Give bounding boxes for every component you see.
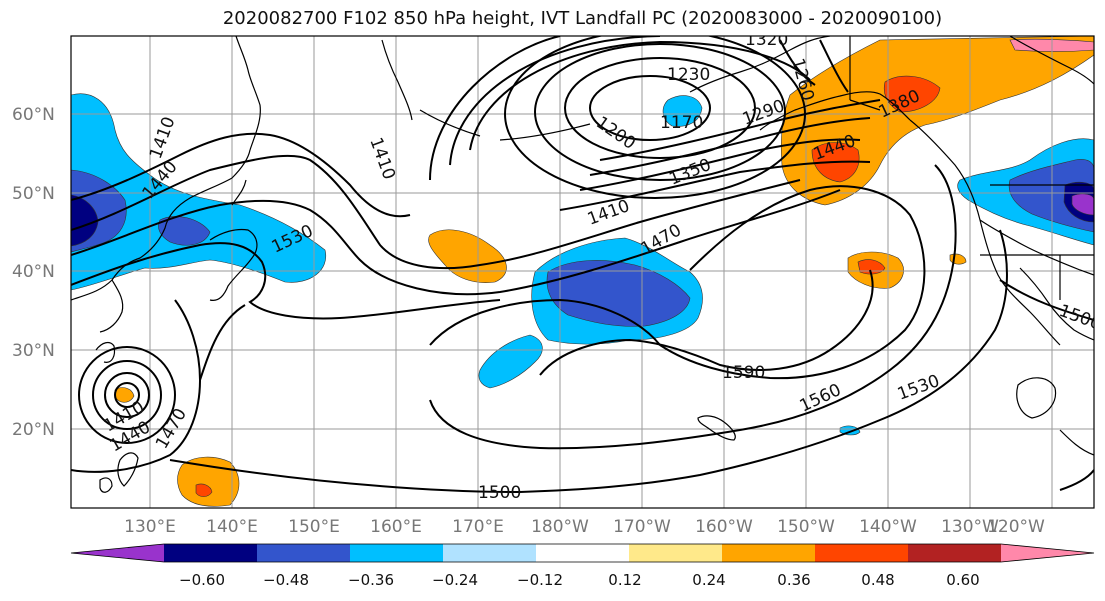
map-title: 2020082700 F102 850 hPa height, IVT Land…	[222, 8, 943, 29]
map-frame	[70, 35, 1095, 509]
lon-label: 120°W	[987, 517, 1045, 537]
colorbar-tick-label: 0.12	[608, 571, 641, 589]
lon-label: 150°E	[288, 517, 340, 537]
colorbar-segment	[908, 544, 1002, 562]
lat-label: 30°N	[12, 341, 55, 361]
colorbar-outline	[70, 543, 1095, 563]
longitude-labels: 130°E 140°E 150°E 160°E 170°E 180°W 170°…	[124, 517, 1045, 537]
colorbar-tick-label: 0.24	[692, 571, 725, 589]
lon-label: 180°W	[531, 517, 589, 537]
colorbar-tick-labels: −0.60 −0.48 −0.36 −0.24 −0.12 0.12 0.24 …	[179, 571, 980, 589]
lat-label: 60°N	[12, 105, 55, 125]
contour-label: 1170	[660, 113, 703, 133]
colorbar-segment	[257, 544, 351, 562]
lon-label: 170°W	[613, 517, 671, 537]
graticule	[71, 36, 1094, 508]
colorbar-tick-label: 0.60	[946, 571, 979, 589]
colorbar-tick-label: 0.36	[777, 571, 810, 589]
colorbar-tick-label: −0.12	[517, 571, 563, 589]
colorbar-tick-label: −0.48	[263, 571, 309, 589]
lat-label: 50°N	[12, 184, 55, 204]
lon-label: 130°E	[124, 517, 176, 537]
colorbar-segment	[815, 544, 909, 562]
height-contours	[71, 36, 1094, 493]
colorbar-extend-min	[71, 544, 164, 562]
colorbar-tick-label: −0.24	[432, 571, 478, 589]
colorbar-segment	[722, 544, 816, 562]
lon-label: 140°W	[859, 517, 917, 537]
colorbar-tick-label: −0.60	[179, 571, 225, 589]
colorbar	[70, 543, 1095, 563]
lon-label: 150°W	[777, 517, 835, 537]
colorbar-segment	[629, 544, 723, 562]
colorbar-segment	[350, 544, 444, 562]
contour-label: 1500	[478, 483, 521, 503]
lon-label: 160°E	[370, 517, 422, 537]
colorbar-segment	[536, 544, 630, 562]
lon-label: 170°E	[452, 517, 504, 537]
colorbar-extend-max	[1001, 544, 1094, 562]
coastlines	[71, 36, 1094, 493]
latitude-labels: 60°N 50°N 40°N 30°N 20°N	[12, 105, 55, 440]
lon-label: 140°E	[206, 517, 258, 537]
colorbar-tick-label: 0.48	[861, 571, 894, 589]
lat-label: 20°N	[12, 420, 55, 440]
lat-label: 40°N	[12, 262, 55, 282]
colorbar-tick-label: −0.36	[348, 571, 394, 589]
ivt-shading	[71, 36, 1094, 507]
contour-label: 1320	[745, 30, 788, 50]
colorbar-segment	[443, 544, 537, 562]
contour-label: 1230	[667, 65, 710, 85]
lon-label: 130°W	[941, 517, 999, 537]
colorbar-segment	[164, 544, 258, 562]
lon-label: 160°W	[695, 517, 753, 537]
contour-label: 1590	[722, 363, 765, 383]
